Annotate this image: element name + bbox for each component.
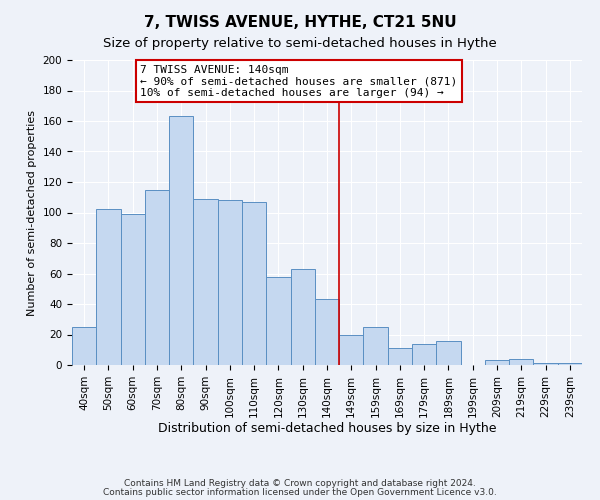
Bar: [315, 300, 339, 365]
Bar: [388, 348, 412, 365]
Text: Contains HM Land Registry data © Crown copyright and database right 2024.: Contains HM Land Registry data © Crown c…: [124, 479, 476, 488]
Text: 7 TWISS AVENUE: 140sqm
← 90% of semi-detached houses are smaller (871)
10% of se: 7 TWISS AVENUE: 140sqm ← 90% of semi-det…: [140, 64, 457, 98]
Bar: [436, 340, 461, 365]
Bar: [558, 364, 582, 365]
Bar: [533, 364, 558, 365]
Bar: [290, 269, 315, 365]
Bar: [72, 327, 96, 365]
Bar: [169, 116, 193, 365]
Text: Size of property relative to semi-detached houses in Hythe: Size of property relative to semi-detach…: [103, 38, 497, 51]
Bar: [266, 276, 290, 365]
Bar: [121, 214, 145, 365]
Bar: [339, 334, 364, 365]
Bar: [145, 190, 169, 365]
Bar: [364, 327, 388, 365]
Text: Contains public sector information licensed under the Open Government Licence v3: Contains public sector information licen…: [103, 488, 497, 497]
Bar: [509, 359, 533, 365]
Bar: [218, 200, 242, 365]
Bar: [96, 210, 121, 365]
Y-axis label: Number of semi-detached properties: Number of semi-detached properties: [27, 110, 37, 316]
Bar: [485, 360, 509, 365]
Bar: [412, 344, 436, 365]
X-axis label: Distribution of semi-detached houses by size in Hythe: Distribution of semi-detached houses by …: [158, 422, 496, 436]
Bar: [193, 199, 218, 365]
Text: 7, TWISS AVENUE, HYTHE, CT21 5NU: 7, TWISS AVENUE, HYTHE, CT21 5NU: [143, 15, 457, 30]
Bar: [242, 202, 266, 365]
